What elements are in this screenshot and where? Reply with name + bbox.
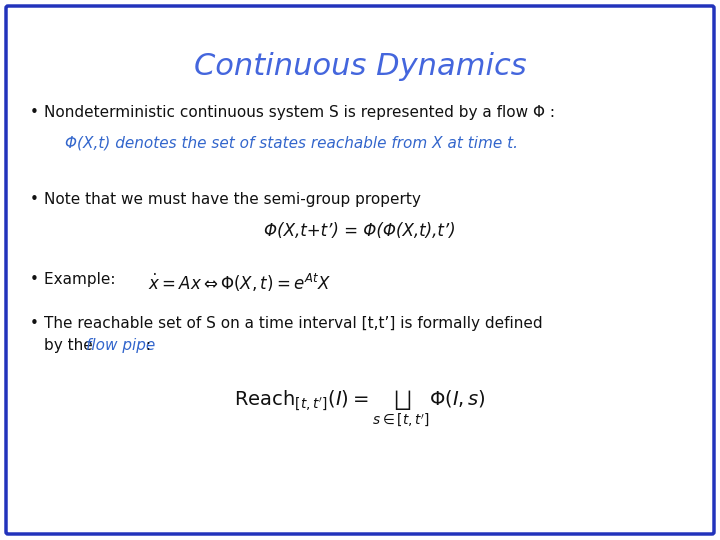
Text: •: •: [30, 316, 39, 331]
FancyBboxPatch shape: [6, 6, 714, 534]
Text: Φ(X,t+t’) = Φ(Φ(X,t),t’): Φ(X,t+t’) = Φ(Φ(X,t),t’): [264, 222, 456, 240]
Text: $\dot{x} = Ax \Leftrightarrow \Phi(X,t) = e^{At}X$: $\dot{x} = Ax \Leftrightarrow \Phi(X,t) …: [148, 272, 331, 294]
Text: $\mathrm{Reach}_{[t,t']}(I) = \bigsqcup_{s\in[t,t']} \Phi(I,s)$: $\mathrm{Reach}_{[t,t']}(I) = \bigsqcup_…: [234, 388, 486, 429]
Text: •: •: [30, 272, 39, 287]
Text: •: •: [30, 105, 39, 120]
Text: :: :: [141, 338, 151, 353]
Text: Nondeterministic continuous system S is represented by a flow Φ :: Nondeterministic continuous system S is …: [44, 105, 555, 120]
Text: •: •: [30, 192, 39, 207]
Text: flow pipe: flow pipe: [86, 338, 156, 353]
Text: Note that we must have the semi-group property: Note that we must have the semi-group pr…: [44, 192, 421, 207]
Text: Example:: Example:: [44, 272, 125, 287]
Text: The reachable set of S on a time interval [t,t’] is formally defined: The reachable set of S on a time interva…: [44, 316, 543, 331]
Text: Φ(X,t) denotes the set of states reachable from X at time t.: Φ(X,t) denotes the set of states reachab…: [65, 135, 518, 150]
Text: by the: by the: [44, 338, 98, 353]
Text: Continuous Dynamics: Continuous Dynamics: [194, 52, 526, 81]
